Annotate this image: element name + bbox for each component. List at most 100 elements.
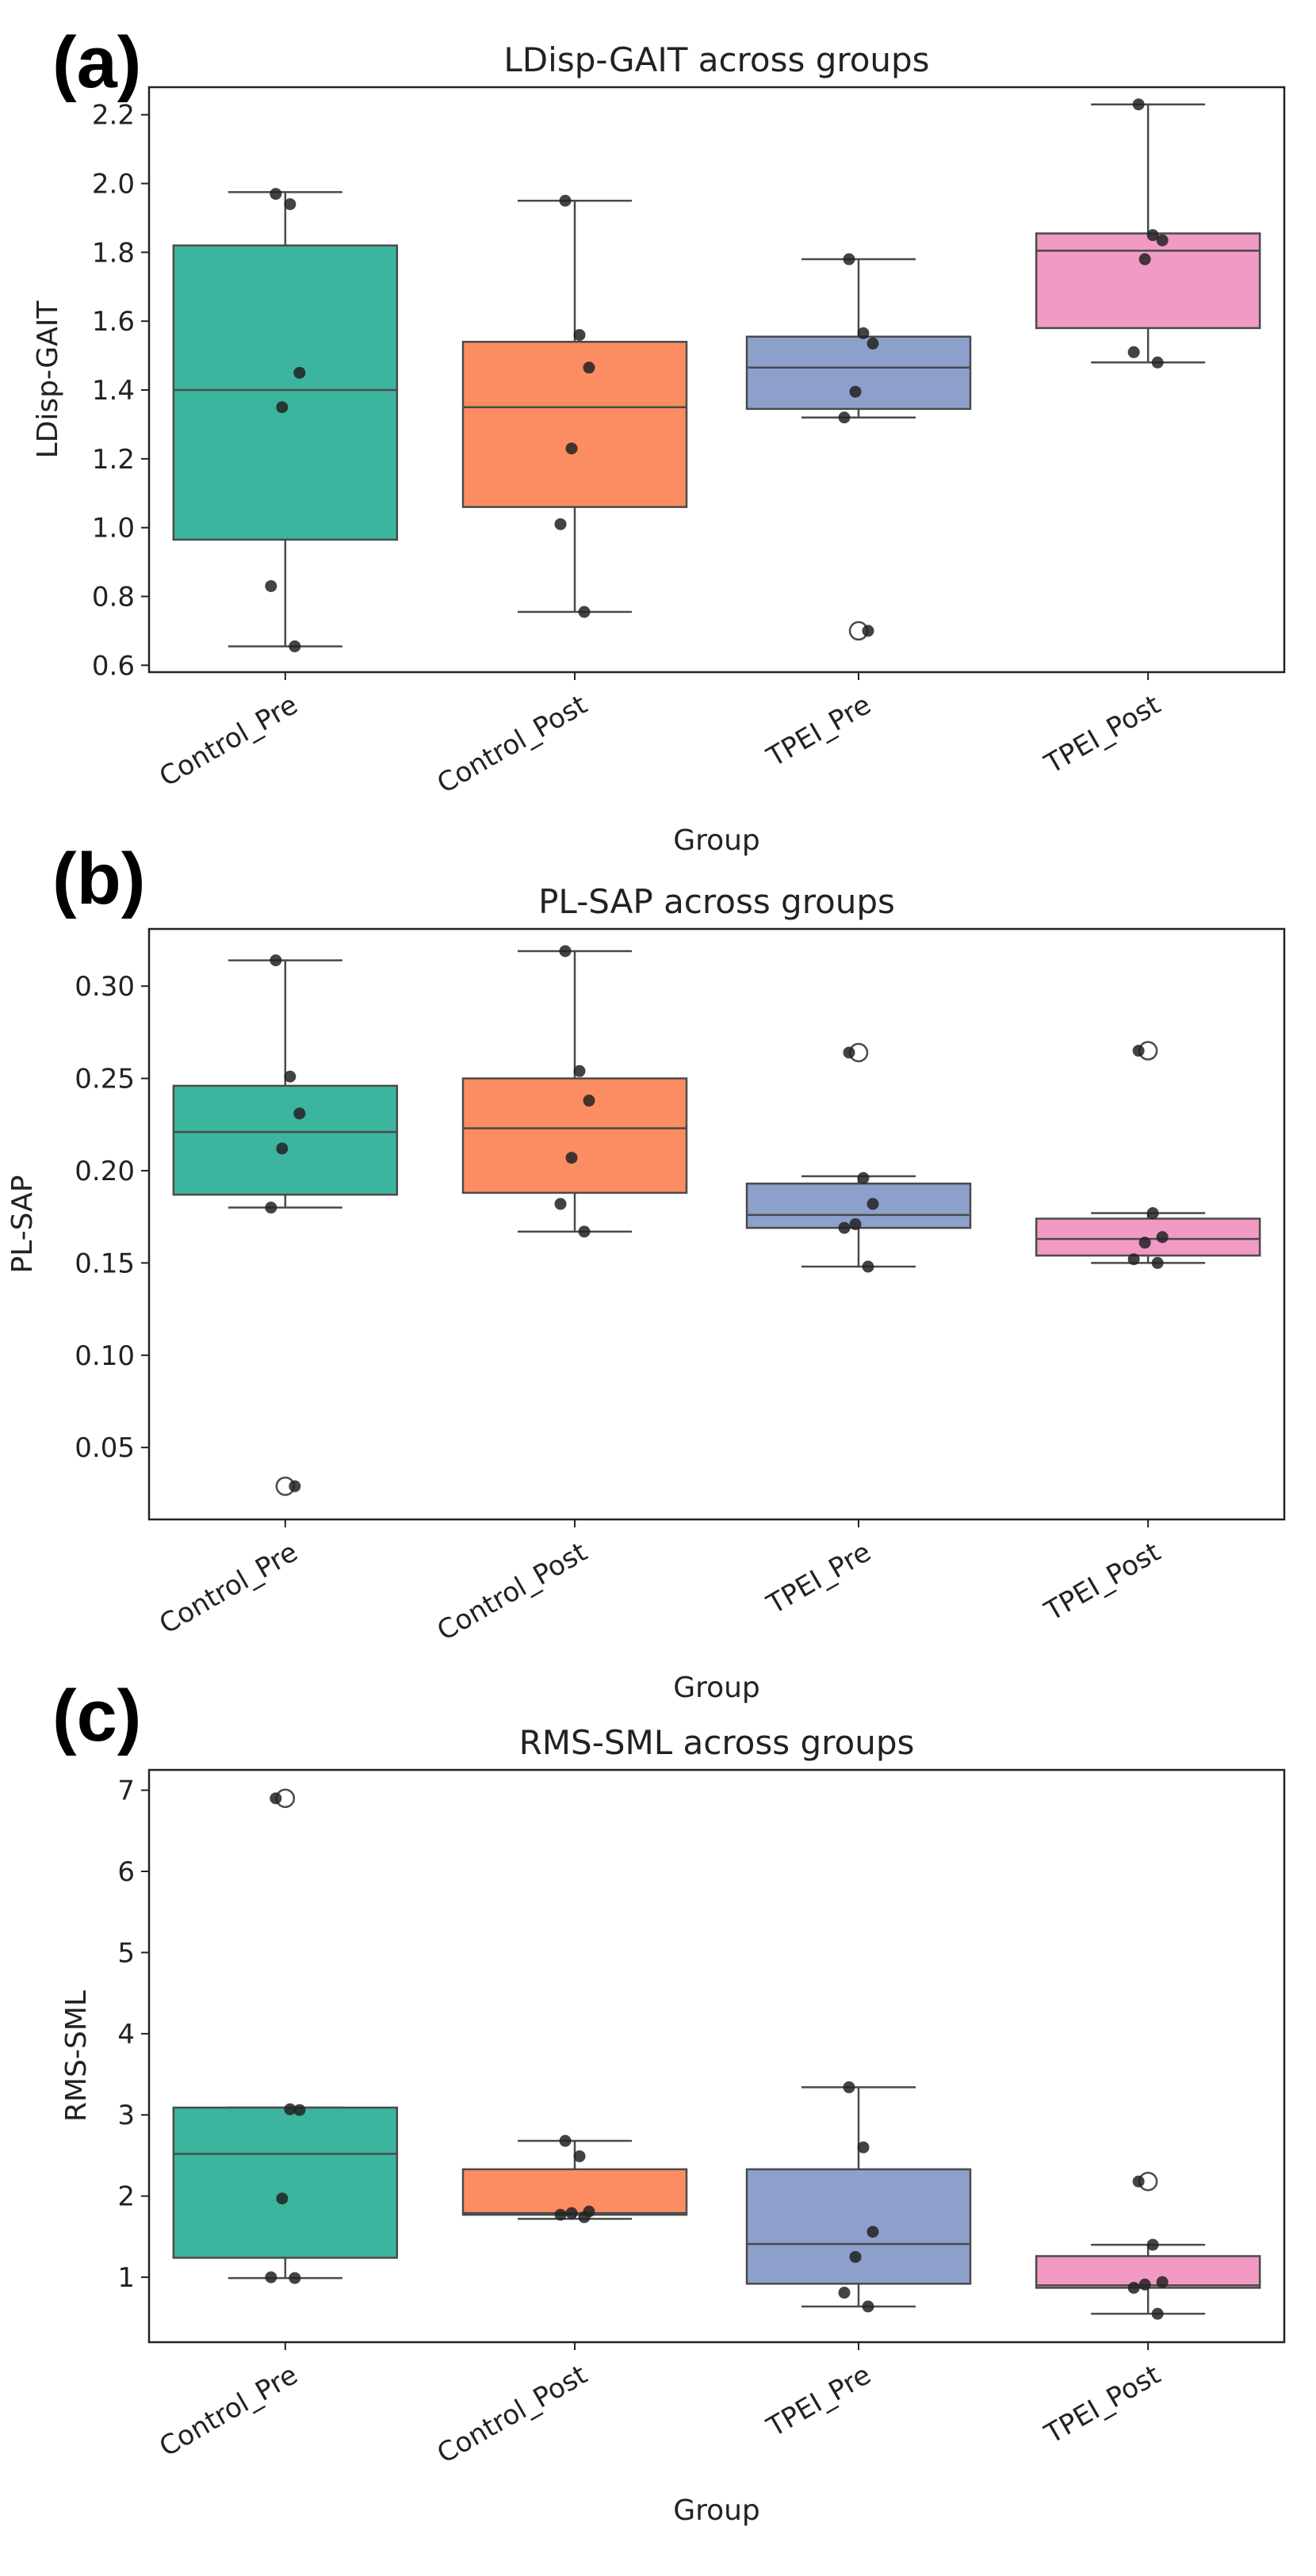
iqr-box xyxy=(1035,232,1261,330)
y-axis-label: PL-SAP xyxy=(6,1175,39,1274)
data-point xyxy=(1132,1045,1145,1057)
data-point xyxy=(838,411,851,424)
y-tick-label: 0.8 xyxy=(92,581,135,613)
data-point xyxy=(849,385,862,398)
data-point xyxy=(573,329,586,342)
data-point xyxy=(284,2103,296,2115)
data-point xyxy=(838,2287,851,2299)
data-point xyxy=(573,1064,586,1077)
y-axis-label: LDisp-GAIT xyxy=(32,300,64,459)
data-point xyxy=(284,198,296,211)
y-tick-label: 7 xyxy=(117,1775,135,1807)
data-point xyxy=(866,2226,879,2238)
data-point xyxy=(276,401,289,414)
data-point xyxy=(578,606,591,618)
x-tick-label: Control_Post xyxy=(432,2359,593,2470)
iqr-box xyxy=(1035,2255,1261,2289)
plot-frame xyxy=(147,1768,1286,2344)
data-point xyxy=(265,2271,277,2284)
data-point xyxy=(866,337,879,350)
data-point xyxy=(857,1171,870,1184)
data-point xyxy=(843,1046,855,1059)
panel-label: (a) xyxy=(52,22,141,103)
data-point xyxy=(583,1095,595,1107)
iqr-box xyxy=(745,335,972,411)
box-Control_Post xyxy=(461,950,688,1233)
data-point xyxy=(838,1221,851,1234)
data-point xyxy=(270,188,282,201)
data-point xyxy=(862,625,874,637)
y-tick-label: 0.15 xyxy=(75,1248,135,1279)
data-point xyxy=(1146,229,1159,242)
panel-label: (c) xyxy=(52,1676,141,1756)
box-TPEI_Post xyxy=(1035,103,1261,364)
x-tick-label: Control_Pre xyxy=(154,2359,303,2463)
y-tick-label: 2.2 xyxy=(92,100,135,132)
data-point xyxy=(270,1792,282,1805)
y-tick-label: 1.0 xyxy=(92,513,135,545)
y-tick-label: 0.05 xyxy=(75,1432,135,1464)
data-point xyxy=(554,518,567,530)
x-axis-label: Group xyxy=(673,824,760,857)
x-tick-label: Control_Post xyxy=(432,1536,593,1647)
data-point xyxy=(265,579,277,592)
data-point xyxy=(849,2250,862,2263)
x-tick-label: Control_Post xyxy=(432,689,593,800)
iqr-box xyxy=(172,244,399,541)
data-point xyxy=(1132,2175,1145,2188)
box-TPEI_Post xyxy=(1035,1041,1261,1264)
data-point xyxy=(1138,2278,1151,2291)
data-point xyxy=(1156,1231,1169,1244)
data-point xyxy=(862,2300,874,2313)
data-point xyxy=(1151,1256,1164,1269)
y-tick-label: 2 xyxy=(117,2181,135,2213)
box-TPEI_Pre xyxy=(745,258,972,641)
x-tick-label: TPEI_Post xyxy=(1039,2359,1165,2451)
data-point xyxy=(862,1260,874,1273)
data-point xyxy=(1156,234,1169,247)
data-point xyxy=(565,2207,578,2219)
data-point xyxy=(1151,2307,1164,2320)
data-point xyxy=(857,327,870,339)
y-tick-label: 6 xyxy=(117,1856,135,1888)
y-tick-label: 1 xyxy=(117,2262,135,2294)
y-tick-label: 1.6 xyxy=(92,306,135,338)
y-tick-label: 4 xyxy=(117,2019,135,2050)
data-point xyxy=(559,194,572,207)
x-tick-label: TPEI_Pre xyxy=(761,1536,876,1621)
data-point xyxy=(843,2081,855,2093)
iqr-box xyxy=(745,2168,972,2285)
data-point xyxy=(293,1107,306,1120)
y-tick-label: 1.8 xyxy=(92,237,135,269)
box-TPEI_Pre xyxy=(745,1042,972,1268)
data-point xyxy=(849,1218,862,1230)
y-tick-label: 1.4 xyxy=(92,375,135,407)
y-tick-label: 5 xyxy=(117,1937,135,1969)
data-point xyxy=(1132,98,1145,111)
x-tick-label: TPEI_Pre xyxy=(761,2359,876,2444)
iqr-box xyxy=(1035,1217,1261,1257)
box-Control_Pre xyxy=(172,959,399,1496)
box-Control_Pre xyxy=(172,191,399,648)
y-tick-label: 0.30 xyxy=(75,971,135,1003)
iqr-box xyxy=(461,340,688,508)
y-tick-label: 2.0 xyxy=(92,169,135,201)
data-point xyxy=(289,640,301,652)
y-tick-label: 0.10 xyxy=(75,1340,135,1372)
y-tick-label: 3 xyxy=(117,2100,135,2131)
x-tick-label: TPEI_Post xyxy=(1039,689,1165,781)
data-point xyxy=(857,2141,870,2154)
data-point xyxy=(583,361,595,374)
data-point xyxy=(270,954,282,967)
data-point xyxy=(554,2208,567,2221)
data-point xyxy=(565,1152,578,1164)
data-point xyxy=(276,2192,289,2205)
data-point xyxy=(284,1070,296,1083)
x-axis-label: Group xyxy=(673,1672,760,1704)
panel-b: (b) PL-SAP across groups 0.05 0.10 0.15 0.20 0… xyxy=(6,839,1286,1704)
chart-title: RMS-SML across groups xyxy=(519,1723,915,1762)
box-TPEI_Pre xyxy=(745,2086,972,2308)
iqr-box xyxy=(461,1077,688,1194)
iqr-box xyxy=(172,1084,399,1196)
box-Control_Post xyxy=(461,200,688,613)
